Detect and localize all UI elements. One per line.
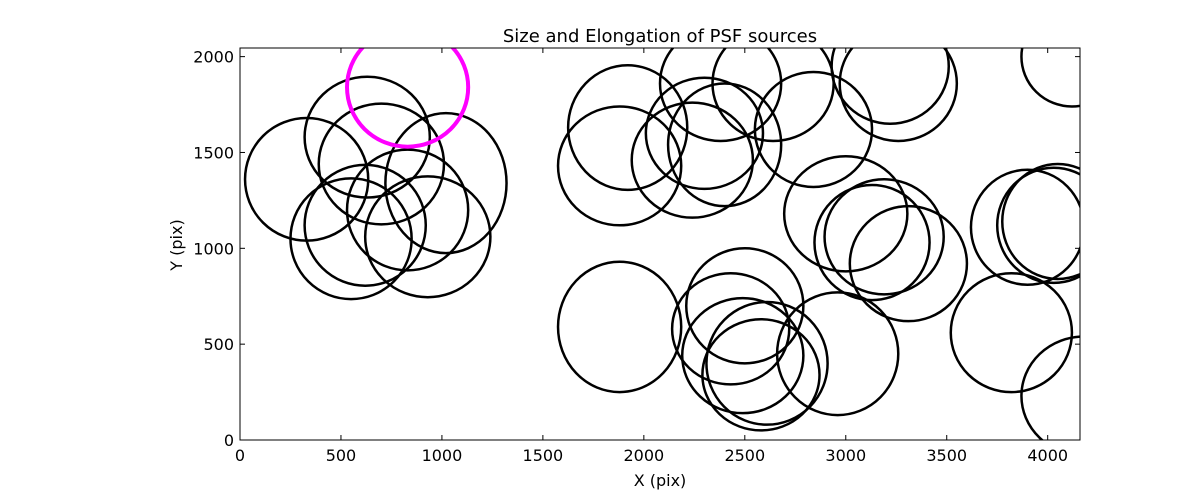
psf-source-ellipse (969, 168, 1080, 286)
psf-source-ellipse (317, 102, 446, 226)
psf-source-ellipse (680, 296, 805, 415)
psf-source-ellipse (630, 101, 755, 219)
highlight-source-ellipse (345, 48, 471, 149)
x-tick-label: 2000 (623, 446, 664, 465)
psf-source-ellipse (1001, 162, 1080, 281)
x-tick-label: 0 (235, 446, 245, 465)
psf-source-ellipse (753, 70, 874, 189)
psf-source-ellipse (658, 48, 783, 143)
psf-source-ellipse (566, 64, 689, 192)
y-tick-label: 1500 (193, 143, 234, 162)
y-tick-label: 2000 (193, 48, 234, 67)
chart-title: Size and Elongation of PSF sources (503, 26, 817, 47)
x-tick-label: 3000 (825, 446, 866, 465)
y-axis-ticks: 0 500 1000 1500 2000 (193, 48, 1080, 450)
y-tick-label: 0 (224, 431, 234, 450)
x-tick-label: 1000 (422, 446, 463, 465)
x-tick-label: 500 (326, 446, 357, 465)
psf-source-ellipse (345, 148, 470, 272)
psf-source-ellipse (363, 175, 492, 299)
psf-source-ellipse (1020, 335, 1080, 440)
y-axis-label: Y (pix) (167, 219, 186, 271)
x-axis-label: X (pix) (634, 471, 687, 490)
psf-source-ellipse (685, 247, 805, 365)
psf-source-ellipse (995, 166, 1080, 285)
x-tick-label: 1500 (523, 446, 564, 465)
x-axis-ticks: 0 500 1000 1500 2000 2500 3000 3500 4000 (235, 48, 1068, 465)
psf-source-ellipse (556, 260, 683, 394)
psf-source-ellipse (303, 163, 428, 287)
x-tick-label: 3500 (926, 446, 967, 465)
psf-source-ellipse (838, 48, 959, 143)
psf-source-ellipse (782, 155, 909, 273)
psf-source-ellipse (775, 291, 900, 417)
y-tick-label: 1000 (193, 239, 234, 258)
psf-source-ellipse (813, 183, 931, 302)
psf-source-ellipse (1020, 48, 1080, 108)
psf-source-ellipse (670, 271, 791, 386)
psf-source-ellipse (848, 204, 969, 323)
psf-source-ellipse (289, 177, 413, 301)
psf-source-ellipse (701, 317, 821, 432)
plot-frame (239, 47, 1081, 441)
psf-source-ellipse (823, 178, 945, 296)
psf-source-ellipse (666, 82, 783, 208)
psf-source-ellipse (303, 75, 432, 199)
x-tick-label: 2500 (724, 446, 765, 465)
psf-source-ellipse (644, 76, 765, 191)
psf-source-ellipse (384, 111, 508, 255)
y-tick-label: 500 (203, 335, 234, 354)
data-marks (243, 48, 1080, 440)
psf-source-ellipse (556, 105, 683, 227)
psf-source-ellipse (949, 271, 1074, 394)
psf-source-ellipse (830, 48, 950, 125)
psf-source-ellipse (705, 300, 829, 426)
x-tick-label: 4000 (1027, 446, 1068, 465)
